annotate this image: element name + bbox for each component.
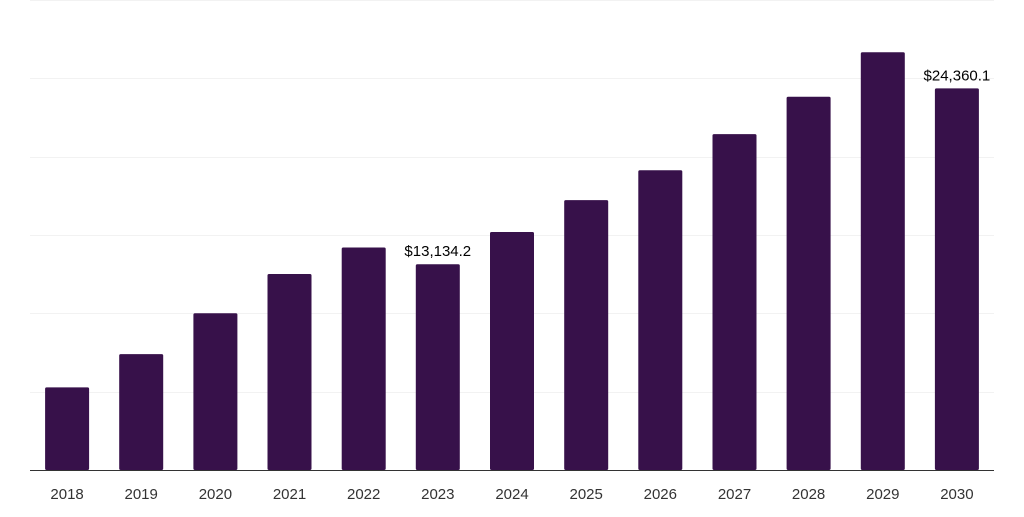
- bar-2022[interactable]: [341, 247, 386, 471]
- bar-2029[interactable]: [860, 52, 905, 471]
- x-tick-label: 2023: [421, 486, 454, 503]
- bar-2028[interactable]: [786, 96, 831, 470]
- bar-2026[interactable]: [638, 170, 683, 471]
- bar-2027[interactable]: [712, 134, 757, 470]
- x-tick-label: 2028: [792, 486, 825, 503]
- x-tick-label: 2027: [718, 486, 751, 503]
- bar-2020[interactable]: [193, 313, 238, 470]
- bar-2030[interactable]: [934, 88, 979, 471]
- x-tick-label: 2022: [347, 486, 380, 503]
- x-axis-tick-labels: 2018 2019 2020 2021 2022 2023 2024 2025 2026 2027…: [50, 486, 973, 503]
- x-tick-label: 2030: [940, 486, 973, 503]
- x-tick-label: 2025: [570, 486, 603, 503]
- x-tick-label: 2018: [50, 486, 83, 503]
- x-tick-label: 2019: [125, 486, 158, 503]
- bar-2023[interactable]: [415, 264, 460, 470]
- data-labels: $13,134.2 $24,360.1: [404, 67, 990, 260]
- bar-2024[interactable]: [490, 232, 534, 470]
- x-tick-label: 2029: [866, 486, 899, 503]
- bar-2018[interactable]: [45, 387, 90, 470]
- x-tick-label: 2020: [199, 486, 232, 503]
- x-tick-label: 2024: [495, 486, 528, 503]
- bars: [45, 52, 979, 471]
- x-tick-label: 2021: [273, 486, 306, 503]
- x-tick-label: 2026: [644, 486, 677, 503]
- data-label-2023: $13,134.2: [404, 243, 471, 260]
- bar-2025[interactable]: [564, 200, 609, 470]
- bar-2019[interactable]: [119, 354, 164, 470]
- bar-2021[interactable]: [267, 274, 312, 470]
- data-label-2030: $24,360.1: [924, 67, 991, 84]
